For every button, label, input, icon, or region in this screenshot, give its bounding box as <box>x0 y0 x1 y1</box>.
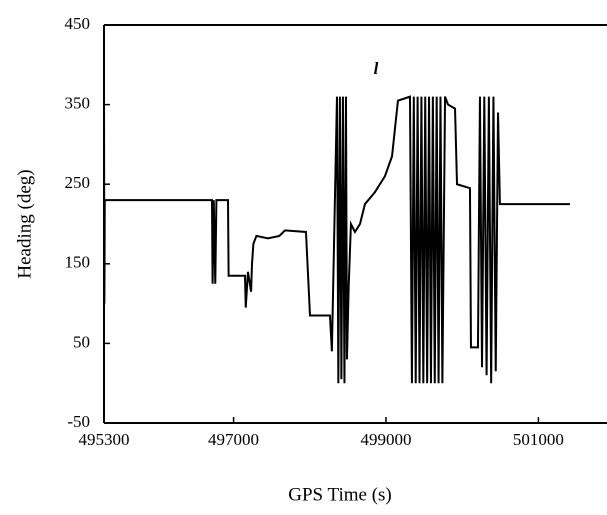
y-tick-label: 150 <box>65 253 91 272</box>
y-tick-label: 250 <box>65 173 91 192</box>
x-tick-label: 497000 <box>208 430 259 449</box>
data-line <box>103 92 570 384</box>
x-tick-label: 499000 <box>360 430 411 449</box>
annotation: l <box>374 59 379 78</box>
x-axis-label: GPS Time (s) <box>288 484 392 505</box>
y-tick-label: -50 <box>67 412 90 431</box>
y-axis-label: Heading (deg) <box>14 169 35 278</box>
y-tick-label: 50 <box>73 332 90 351</box>
y-tick-label: 350 <box>65 94 91 113</box>
x-tick-label: 501000 <box>513 430 564 449</box>
y-tick-label: 450 <box>65 14 91 33</box>
x-tick-label: 495300 <box>79 430 130 449</box>
